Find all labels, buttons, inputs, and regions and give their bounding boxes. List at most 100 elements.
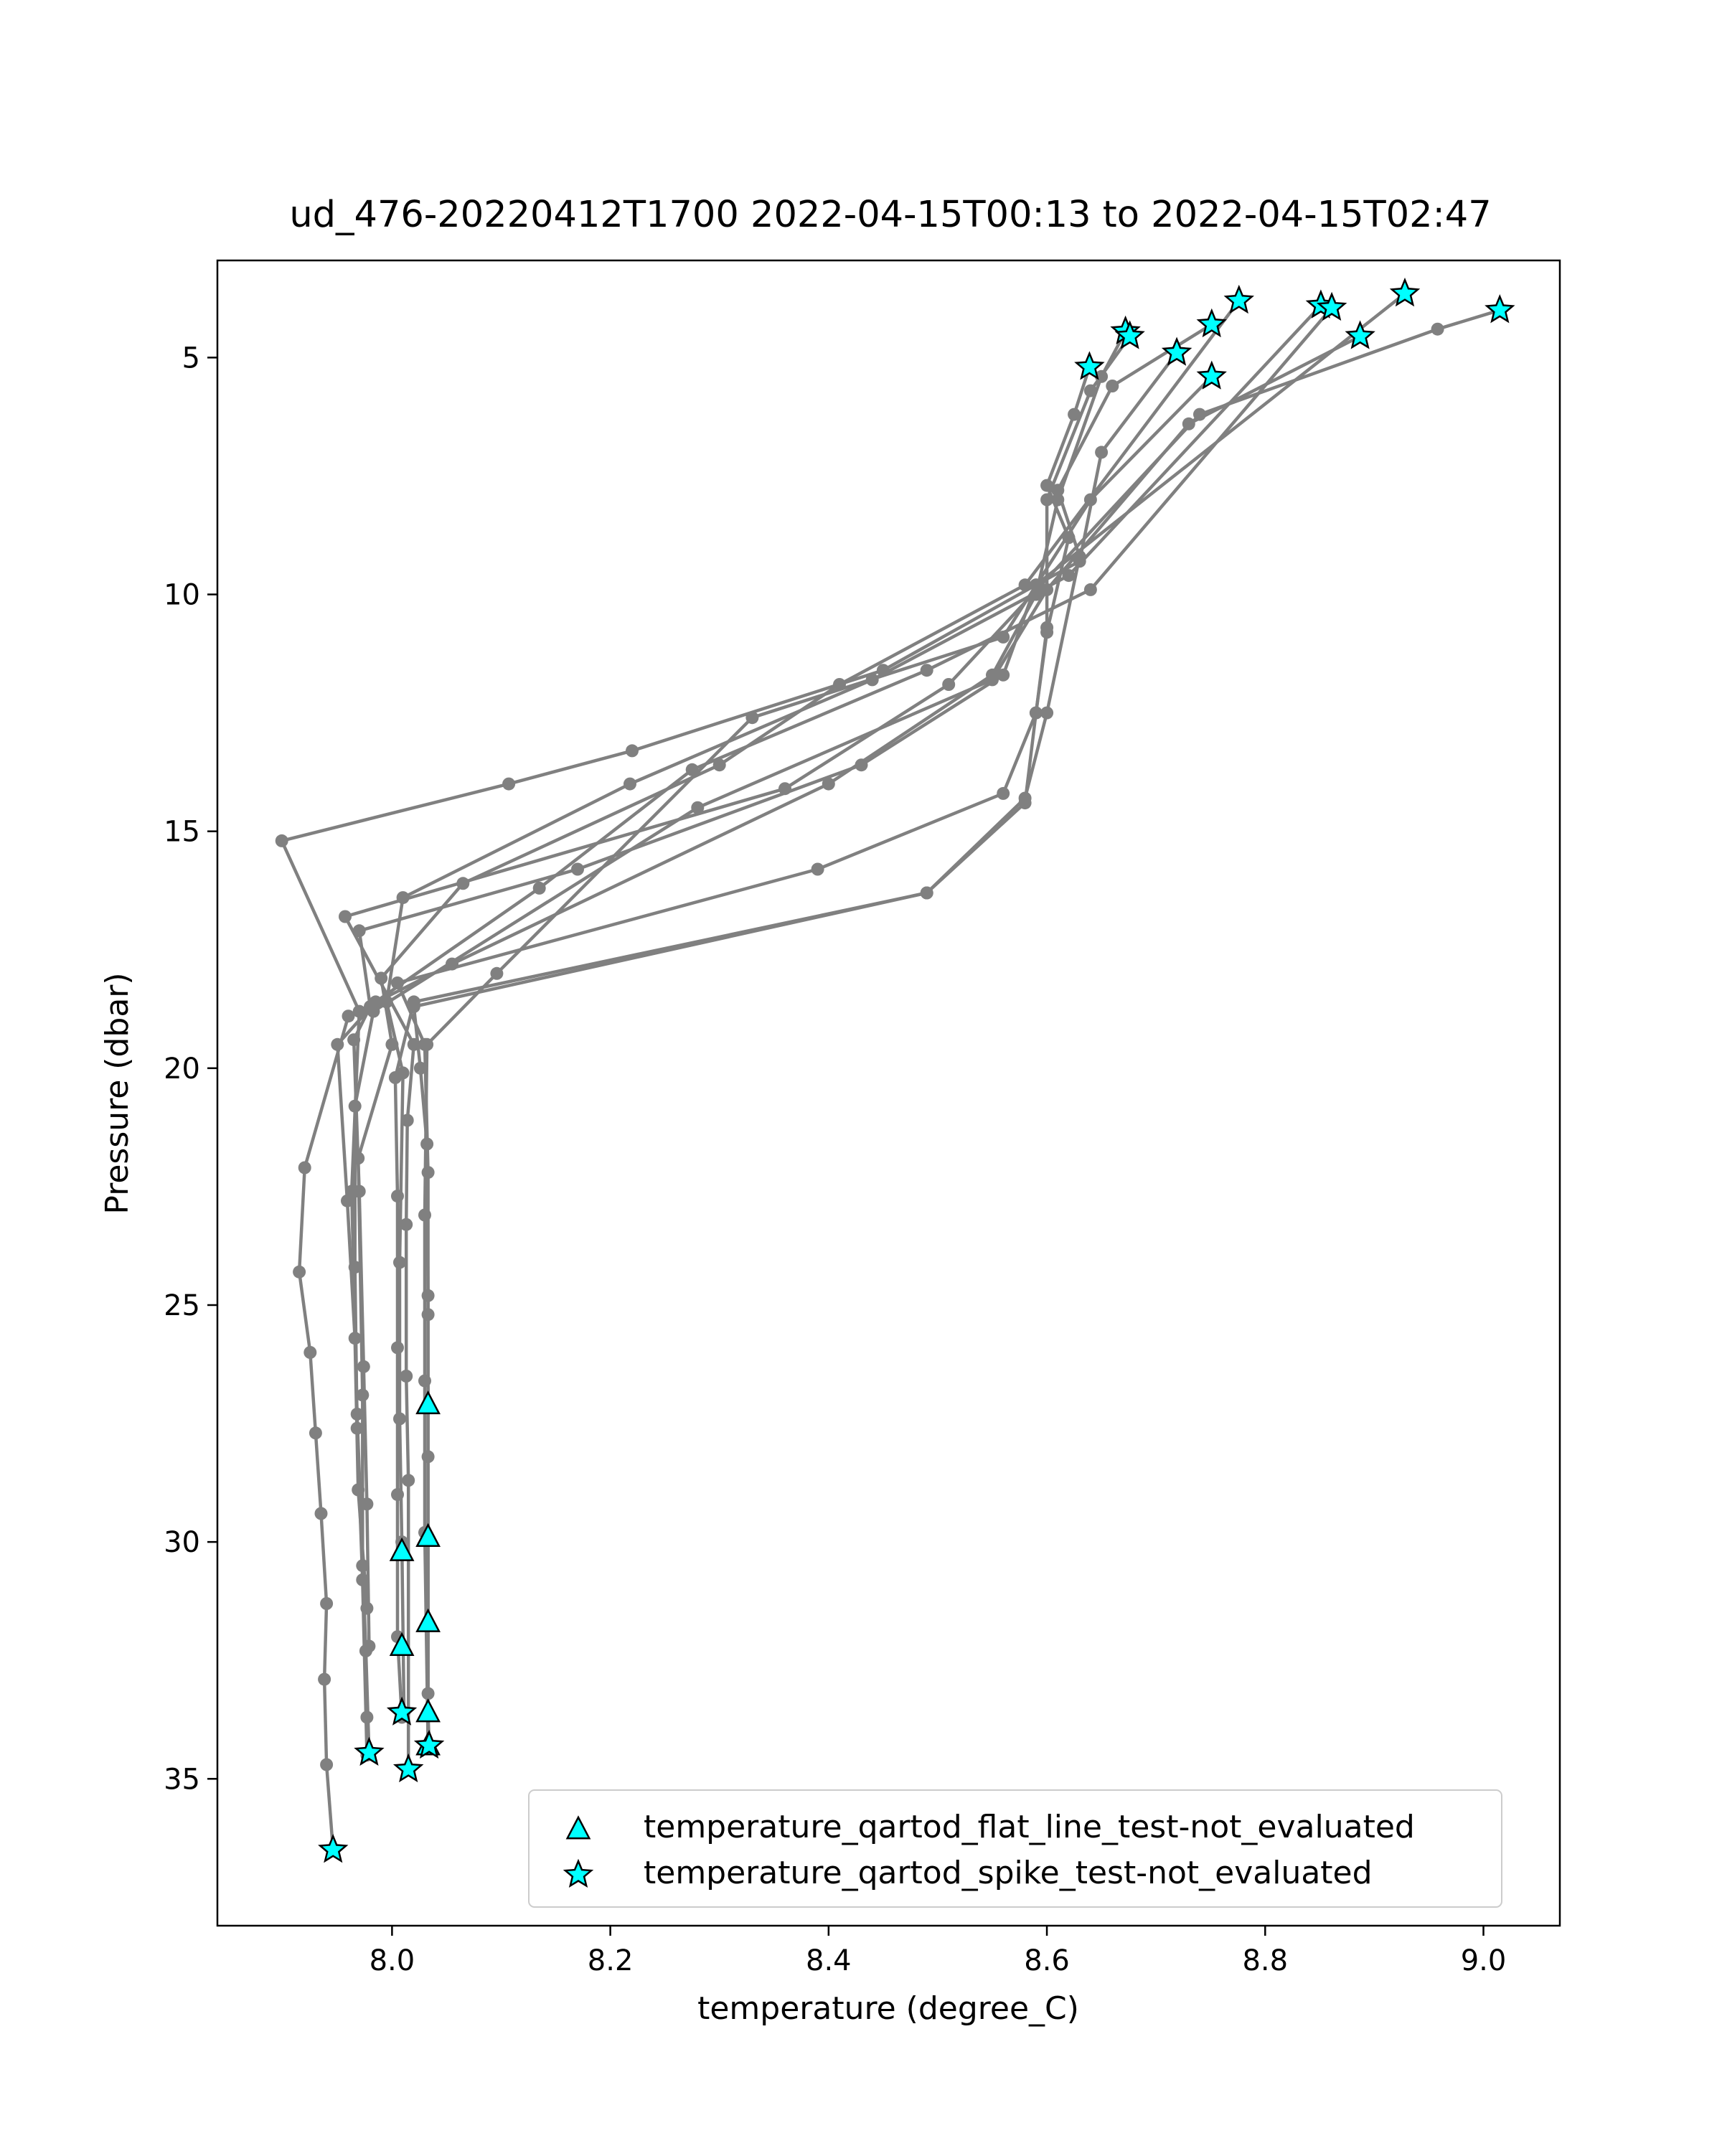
profile-point [920, 664, 933, 677]
spike-marker [1074, 351, 1105, 380]
profile-point [413, 1061, 427, 1075]
marker-layer [318, 277, 1515, 1863]
x-tick-label: 8.4 [806, 1944, 852, 1977]
spike-marker [1161, 336, 1192, 366]
profile-point [347, 1033, 361, 1047]
profile-point [1073, 555, 1086, 568]
y-tick-label: 5 [182, 342, 200, 375]
profile-point [1018, 796, 1032, 810]
profile-point [393, 1412, 406, 1426]
profile-point [997, 786, 1010, 800]
profile-point [1068, 408, 1081, 421]
profile-point [402, 1474, 415, 1487]
profile-point [1182, 417, 1195, 430]
profile-point [1018, 578, 1032, 592]
profile-point [1051, 493, 1065, 507]
x-axis: 8.0 8.2 8.4 8.6 8.8 9.0 [370, 1926, 1507, 1977]
x-tick-label: 8.6 [1024, 1944, 1070, 1977]
plot-frame [216, 259, 1561, 1927]
legend-star-marker [563, 1858, 594, 1888]
profile-point [997, 668, 1010, 682]
profile-point [391, 976, 404, 989]
profile-point [391, 1488, 404, 1502]
flat-line-marker [415, 1390, 441, 1415]
profile-point [393, 1256, 406, 1269]
profile-line [343, 309, 1500, 1770]
profile-point [356, 1573, 370, 1586]
x-tick-label: 8.0 [370, 1944, 415, 1977]
profile-point [1029, 588, 1043, 601]
profile-point [1095, 369, 1109, 383]
x-tick-label: 9.0 [1461, 1944, 1507, 1977]
profile-point [400, 1114, 414, 1127]
y-axis-label: Pressure (dbar) [99, 972, 136, 1214]
spike-marker [1345, 320, 1375, 349]
profile-point [1040, 479, 1054, 492]
profile-point [320, 1758, 334, 1771]
profile-point [362, 1639, 376, 1653]
y-tick-label: 30 [164, 1526, 200, 1559]
legend-triangle-symbol [565, 1815, 591, 1840]
profile-point [320, 1597, 334, 1610]
profile-point [400, 1218, 413, 1231]
profile-point [357, 1360, 370, 1373]
flat-line-marker [415, 1522, 441, 1548]
profile-point [1040, 626, 1054, 639]
y-tick-label: 20 [164, 1053, 200, 1086]
profile-point [712, 758, 726, 772]
legend-box [528, 1789, 1502, 1908]
profile-line [423, 375, 1213, 1746]
profile-point [1062, 569, 1076, 583]
profile-point [420, 1037, 434, 1051]
profile-point [350, 1421, 364, 1435]
spike-marker [1196, 308, 1227, 338]
flat-line-marker [415, 1698, 441, 1723]
profile-point [293, 1265, 306, 1279]
profile-point [1029, 706, 1043, 720]
profile-point [391, 1341, 404, 1355]
x-tick-label: 8.2 [588, 1944, 634, 1977]
profile-point [352, 1185, 366, 1198]
spike-marker [413, 1729, 445, 1759]
profile-point [360, 1497, 374, 1511]
profile-point [986, 668, 999, 682]
profile-point [314, 1507, 328, 1520]
profile-point [811, 862, 824, 876]
legend: temperature_qartod_flat_line_test-not_ev… [528, 1789, 1502, 1908]
spike-marker [318, 1834, 349, 1863]
spike-marker [1196, 360, 1227, 390]
spike-marker [1389, 277, 1421, 307]
profile-point [624, 777, 636, 791]
profile-point [341, 1194, 354, 1208]
profile-point [446, 957, 458, 971]
y-tick-label: 35 [164, 1763, 200, 1796]
profile-point [391, 1190, 404, 1203]
profile-point [418, 1374, 431, 1388]
profile-point [318, 1672, 331, 1686]
flat-line-marker [389, 1632, 415, 1656]
profile-point [1106, 380, 1119, 392]
spike-marker [1114, 320, 1145, 349]
profile-point [490, 966, 504, 980]
profile-point [418, 1208, 431, 1222]
profile-point [1062, 531, 1076, 545]
profile-layer [275, 287, 1507, 1857]
profile-point [571, 862, 584, 876]
profile-point [502, 777, 516, 791]
spike-marker [392, 1753, 424, 1783]
y-tick-label: 10 [164, 579, 200, 612]
y-tick-label: 15 [164, 816, 200, 849]
spike-marker [1485, 294, 1515, 324]
profile-point [532, 881, 546, 895]
profile-point [997, 630, 1010, 644]
y-tick-label: 25 [164, 1289, 200, 1322]
spike-marker [1223, 284, 1254, 314]
x-tick-label: 8.8 [1242, 1944, 1288, 1977]
profile-point [691, 801, 705, 814]
profile-point [339, 910, 352, 923]
flat-line-marker [415, 1608, 441, 1632]
profile-point [352, 924, 366, 938]
profile-point [1095, 446, 1109, 459]
